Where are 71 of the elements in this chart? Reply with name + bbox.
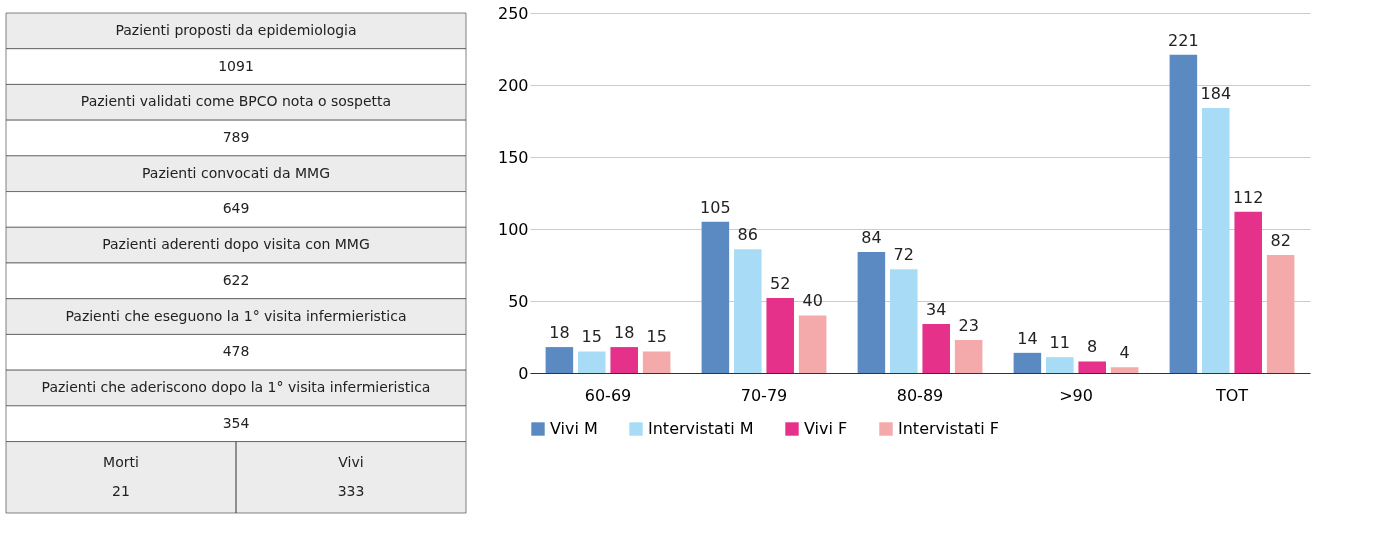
bar <box>610 347 638 373</box>
text: 21 <box>112 482 130 499</box>
bar <box>766 298 794 373</box>
text: 789 <box>222 129 250 145</box>
bar <box>1169 54 1198 373</box>
data-label: 105 <box>700 197 731 217</box>
x-tick-label: >90 <box>1059 385 1093 405</box>
bar <box>922 324 950 373</box>
text: 622 <box>222 271 250 288</box>
text: Pazienti proposti da epidemiologia <box>115 21 357 38</box>
text: Pazienti validati come BPCO nota o sospetta <box>80 93 392 110</box>
data-label: 15 <box>646 327 667 347</box>
x-tick-label: 60-69 <box>584 385 632 405</box>
text: Pazienti aderenti dopo visita con MMG <box>102 236 370 253</box>
data-label: 18 <box>549 323 570 343</box>
legend-label: Intervistati M <box>648 419 754 438</box>
data-label: 18 <box>614 323 635 343</box>
y-tick-label: 250 <box>497 3 529 23</box>
x-tick-label: 80-89 <box>896 385 944 405</box>
y-tick-label: 50 <box>508 291 529 311</box>
data-label: 84 <box>861 228 882 248</box>
bar <box>642 351 671 373</box>
x-tick-label: 70-79 <box>740 385 788 405</box>
bar <box>1013 352 1042 373</box>
y-tick-label: 150 <box>497 147 529 167</box>
bar <box>1234 211 1262 373</box>
data-label: 34 <box>926 300 947 320</box>
bar <box>1078 361 1106 373</box>
data-label: 40 <box>802 291 823 311</box>
data-label: 8 <box>1087 337 1098 357</box>
data-label: 72 <box>893 245 914 265</box>
bar <box>857 252 886 373</box>
text: 333 <box>337 482 365 499</box>
data-label: 86 <box>737 225 758 245</box>
data-label: 82 <box>1270 230 1291 250</box>
x-tick-label: TOT <box>1214 385 1249 405</box>
data-label: 52 <box>770 274 791 294</box>
text: 354 <box>222 414 250 431</box>
y-tick-label: 0 <box>518 363 529 383</box>
data-label: 221 <box>1168 30 1199 50</box>
legend-label: Vivi M <box>550 419 598 438</box>
text: 1091 <box>218 57 254 74</box>
bar <box>545 347 574 373</box>
bar <box>1110 367 1139 373</box>
text: Morti <box>103 454 139 470</box>
bar <box>954 339 983 373</box>
y-tick-label: 200 <box>497 75 529 95</box>
bar <box>1266 254 1295 373</box>
data-label: 14 <box>1017 328 1038 348</box>
legend-label: Vivi F <box>804 419 848 438</box>
text: Vivi <box>338 454 364 470</box>
data-label: 4 <box>1119 343 1130 363</box>
text: 649 <box>222 200 250 217</box>
data-label: 112 <box>1232 187 1264 207</box>
text: Pazienti che aderiscono dopo la 1° visita infermieristica <box>41 379 431 395</box>
data-label: 184 <box>1200 84 1232 104</box>
bar <box>890 269 918 373</box>
bar <box>734 249 762 373</box>
legend-label: Intervistati F <box>898 419 999 438</box>
bar <box>701 221 730 373</box>
data-label: 23 <box>958 315 979 335</box>
bar <box>1046 357 1074 373</box>
bar <box>798 315 827 373</box>
text: Pazienti convocati da MMG <box>142 164 330 181</box>
data-label: 11 <box>1049 333 1070 353</box>
y-tick-label: 100 <box>497 219 529 239</box>
bar <box>578 351 606 373</box>
text: 478 <box>222 343 250 360</box>
text: Pazienti che eseguono la 1° visita infermieristica <box>65 307 407 324</box>
bar <box>1202 108 1230 373</box>
data-label: 15 <box>581 327 602 347</box>
